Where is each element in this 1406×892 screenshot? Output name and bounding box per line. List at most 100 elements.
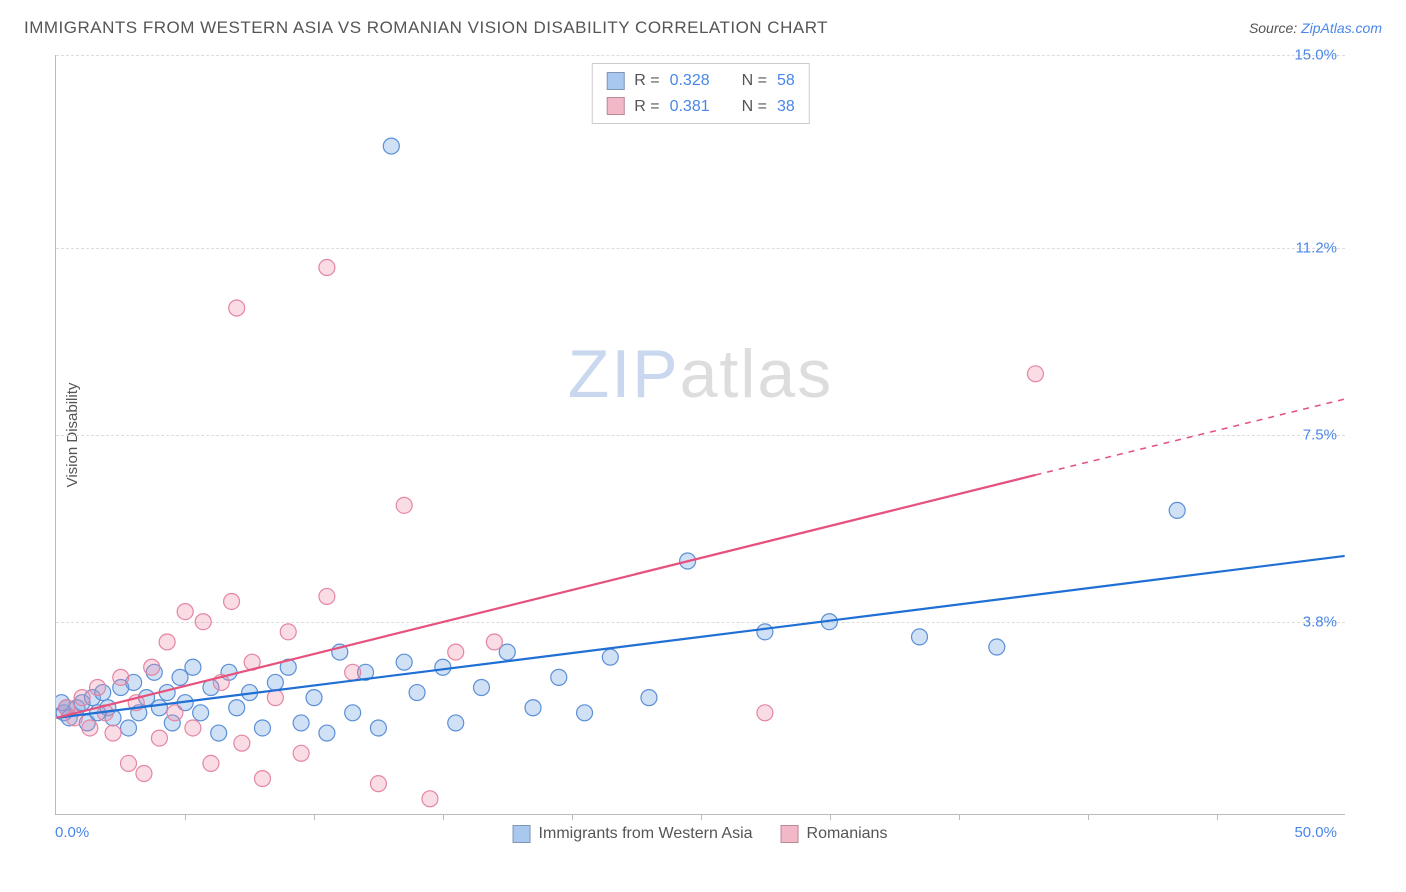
n-label-0: N = xyxy=(742,68,767,94)
data-point xyxy=(105,725,121,741)
n-val-0: 58 xyxy=(777,68,795,94)
data-point xyxy=(602,649,618,665)
data-point xyxy=(280,624,296,640)
series-item-1: Romanians xyxy=(781,825,888,843)
data-point xyxy=(383,138,399,154)
chart-title: IMMIGRANTS FROM WESTERN ASIA VS ROMANIAN… xyxy=(24,18,828,38)
data-point xyxy=(396,654,412,670)
data-point xyxy=(90,680,106,696)
stats-swatch-1 xyxy=(606,97,624,115)
x-tick xyxy=(830,814,831,820)
data-point xyxy=(409,685,425,701)
data-point xyxy=(82,720,98,736)
data-point xyxy=(185,720,201,736)
data-point xyxy=(113,669,129,685)
x-tick xyxy=(443,814,444,820)
x-axis-min: 0.0% xyxy=(55,824,89,841)
r-val-1: 0.381 xyxy=(670,94,710,120)
r-label-1: R = xyxy=(634,94,659,120)
data-point xyxy=(1169,502,1185,518)
chart-source: Source: ZipAtlas.com xyxy=(1249,20,1382,36)
data-point xyxy=(211,725,227,741)
data-point xyxy=(74,690,90,706)
series-item-0: Immigrants from Western Asia xyxy=(513,825,753,843)
stats-row-1: R = 0.381 N = 38 xyxy=(606,94,795,120)
x-tick xyxy=(701,814,702,820)
data-point xyxy=(151,730,167,746)
data-point xyxy=(525,700,541,716)
data-point xyxy=(229,300,245,316)
data-point xyxy=(757,705,773,721)
stats-row-0: R = 0.328 N = 58 xyxy=(606,68,795,94)
data-point xyxy=(229,700,245,716)
stats-swatch-0 xyxy=(606,72,624,90)
data-point xyxy=(306,690,322,706)
series-swatch-1 xyxy=(781,825,799,843)
source-prefix: Source: xyxy=(1249,20,1301,36)
data-point xyxy=(293,715,309,731)
data-point xyxy=(345,664,361,680)
x-tick xyxy=(185,814,186,820)
x-tick xyxy=(1088,814,1089,820)
data-point xyxy=(167,705,183,721)
x-tick xyxy=(959,814,960,820)
trend-line-extrapolated xyxy=(1035,399,1344,475)
data-point xyxy=(293,745,309,761)
x-tick xyxy=(572,814,573,820)
n-val-1: 38 xyxy=(777,94,795,120)
series-swatch-0 xyxy=(513,825,531,843)
data-point xyxy=(151,700,167,716)
data-point xyxy=(435,659,451,675)
plot-svg xyxy=(56,55,1345,814)
data-point xyxy=(319,588,335,604)
data-point xyxy=(370,776,386,792)
data-point xyxy=(912,629,928,645)
chart-area: Vision Disability ZIPatlas R = 0.328 N =… xyxy=(55,55,1345,815)
stats-legend: R = 0.328 N = 58 R = 0.381 N = 38 xyxy=(591,63,810,124)
data-point xyxy=(319,725,335,741)
data-point xyxy=(1027,366,1043,382)
data-point xyxy=(370,720,386,736)
data-point xyxy=(121,755,137,771)
series-legend: Immigrants from Western Asia Romanians xyxy=(513,825,888,843)
data-point xyxy=(254,720,270,736)
source-link[interactable]: ZipAtlas.com xyxy=(1301,20,1382,36)
data-point xyxy=(177,604,193,620)
data-point xyxy=(757,624,773,640)
data-point xyxy=(448,715,464,731)
data-point xyxy=(234,735,250,751)
x-axis-max: 50.0% xyxy=(1294,824,1337,841)
data-point xyxy=(422,791,438,807)
series-label-0: Immigrants from Western Asia xyxy=(539,825,753,843)
data-point xyxy=(193,705,209,721)
x-tick xyxy=(314,814,315,820)
data-point xyxy=(577,705,593,721)
series-label-1: Romanians xyxy=(807,825,888,843)
data-point xyxy=(473,680,489,696)
trend-line xyxy=(56,475,1035,718)
data-point xyxy=(267,674,283,690)
r-label-0: R = xyxy=(634,68,659,94)
data-point xyxy=(203,755,219,771)
data-point xyxy=(121,720,137,736)
r-val-0: 0.328 xyxy=(670,68,710,94)
data-point xyxy=(136,766,152,782)
data-point xyxy=(486,634,502,650)
data-point xyxy=(989,639,1005,655)
data-point xyxy=(159,634,175,650)
data-point xyxy=(224,593,240,609)
data-point xyxy=(396,497,412,513)
trend-line xyxy=(56,556,1344,718)
data-point xyxy=(195,614,211,630)
data-point xyxy=(345,705,361,721)
x-tick xyxy=(1217,814,1218,820)
data-point xyxy=(144,659,160,675)
data-point xyxy=(254,771,270,787)
data-point xyxy=(185,659,201,675)
data-point xyxy=(319,260,335,276)
plot-region: ZIPatlas R = 0.328 N = 58 R = 0.381 N = … xyxy=(55,55,1345,815)
data-point xyxy=(641,690,657,706)
data-point xyxy=(551,669,567,685)
data-point xyxy=(448,644,464,660)
n-label-1: N = xyxy=(742,94,767,120)
